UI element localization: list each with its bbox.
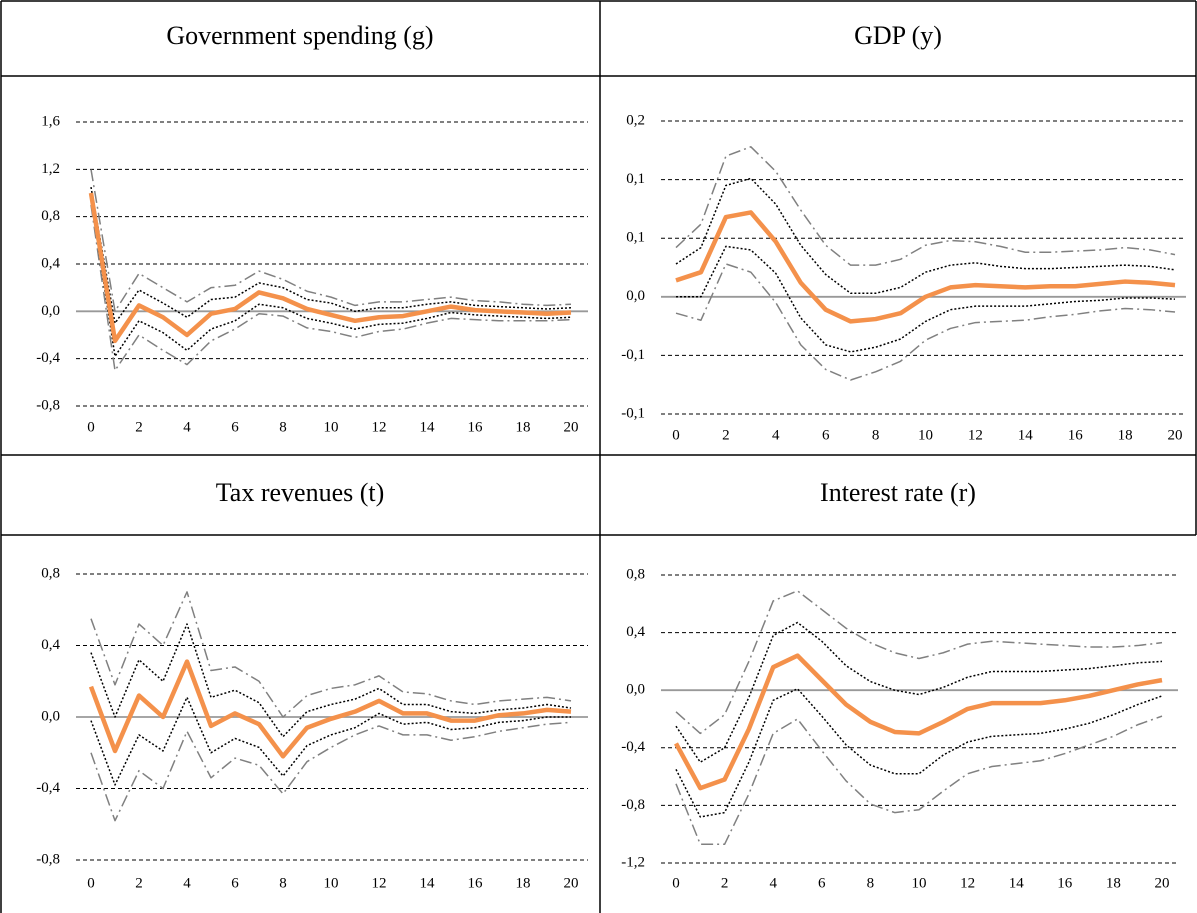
x-tick-label: 8 — [872, 427, 880, 443]
series-line — [90, 204, 572, 372]
x-tick-label: 6 — [231, 419, 239, 435]
y-tick-label: 0,2 — [626, 112, 645, 128]
x-tick-label: 12 — [960, 875, 975, 891]
y-tick-label: 0,0 — [41, 303, 60, 319]
panel-title: Tax revenues (t) — [216, 478, 385, 507]
x-tick-label: 0 — [672, 875, 680, 891]
x-tick-label: 2 — [135, 875, 143, 891]
y-tick-label: -0,8 — [621, 797, 645, 813]
series-line — [675, 715, 1163, 846]
x-tick-label: 8 — [279, 419, 287, 435]
y-tick-label: 0,4 — [41, 255, 60, 271]
y-tick-label: -0,4 — [36, 350, 60, 366]
series-line — [90, 623, 572, 738]
series-line — [675, 177, 1176, 295]
x-tick-label: 0 — [87, 875, 95, 891]
x-tick-label: 2 — [135, 419, 143, 435]
x-tick-label: 14 — [1009, 875, 1025, 891]
series-line — [90, 591, 572, 718]
series-line — [90, 169, 572, 313]
panel-title: GDP (y) — [854, 21, 942, 50]
panel-title: Interest rate (r) — [820, 478, 976, 507]
series-line — [676, 245, 1176, 353]
x-tick-label: 10 — [324, 419, 339, 435]
series-line — [88, 192, 572, 344]
x-tick-label: 18 — [1106, 875, 1121, 891]
series-line — [675, 263, 1176, 381]
x-tick-label: 20 — [1155, 875, 1170, 891]
x-tick-label: 20 — [564, 419, 579, 435]
y-tick-label: 0,8 — [41, 565, 60, 581]
x-tick-label: 18 — [516, 419, 531, 435]
y-tick-label: 0,1 — [626, 230, 645, 246]
x-tick-label: 2 — [721, 875, 729, 891]
x-tick-label: 4 — [772, 427, 780, 443]
y-tick-label: 0,0 — [41, 708, 60, 724]
x-tick-label: 10 — [918, 427, 933, 443]
x-tick-label: 16 — [1057, 875, 1073, 891]
series-line — [675, 688, 1163, 818]
x-tick-label: 10 — [324, 875, 339, 891]
series-line — [675, 621, 1163, 763]
x-tick-label: 16 — [468, 875, 484, 891]
series-line — [675, 210, 1176, 324]
series-line — [90, 186, 572, 324]
y-tick-label: 1,6 — [41, 113, 60, 129]
y-tick-label: 0,0 — [626, 682, 645, 698]
y-tick-label: 1,2 — [41, 161, 60, 177]
x-tick-label: 18 — [516, 875, 531, 891]
series-line — [675, 146, 1176, 266]
x-tick-label: 0 — [672, 427, 680, 443]
x-tick-label: 6 — [818, 875, 826, 891]
y-tick-label: 0,1 — [626, 171, 645, 187]
x-tick-label: 12 — [372, 875, 387, 891]
y-tick-label: 0,4 — [41, 637, 60, 653]
x-tick-label: 14 — [420, 875, 436, 891]
x-tick-label: 12 — [968, 427, 983, 443]
y-tick-label: -0,4 — [36, 780, 60, 796]
x-tick-label: 8 — [279, 875, 287, 891]
x-tick-label: 14 — [1018, 427, 1034, 443]
x-tick-label: 20 — [564, 875, 579, 891]
x-tick-label: 6 — [231, 875, 239, 891]
series-line — [88, 659, 572, 759]
x-tick-label: 12 — [372, 419, 387, 435]
series-line — [90, 198, 572, 358]
x-tick-label: 20 — [1168, 427, 1183, 443]
x-tick-label: 4 — [769, 875, 777, 891]
y-tick-label: 0,4 — [626, 624, 645, 640]
x-tick-label: 4 — [183, 875, 191, 891]
x-tick-label: 4 — [183, 419, 191, 435]
y-tick-label: -0,1 — [621, 347, 645, 363]
y-tick-label: 0,8 — [626, 566, 645, 582]
x-tick-label: 16 — [1068, 427, 1084, 443]
series-line — [90, 696, 571, 786]
y-tick-label: -1,2 — [621, 854, 645, 870]
y-tick-label: -0,1 — [621, 405, 645, 421]
x-tick-label: 14 — [420, 419, 436, 435]
y-tick-label: -0,4 — [621, 739, 645, 755]
series-line — [90, 721, 572, 822]
x-tick-label: 6 — [822, 427, 830, 443]
y-tick-label: 0,0 — [626, 288, 645, 304]
x-tick-label: 10 — [912, 875, 927, 891]
series-line — [674, 653, 1163, 791]
y-tick-label: -0,8 — [36, 397, 60, 413]
series-line — [675, 590, 1163, 735]
y-tick-label: -0,8 — [36, 851, 60, 867]
x-tick-label: 16 — [468, 419, 484, 435]
x-tick-label: 18 — [1118, 427, 1133, 443]
x-tick-label: 0 — [87, 419, 95, 435]
panel-title: Government spending (g) — [166, 21, 433, 50]
x-tick-label: 2 — [722, 427, 730, 443]
x-tick-label: 8 — [867, 875, 875, 891]
y-tick-label: 0,8 — [41, 208, 60, 224]
